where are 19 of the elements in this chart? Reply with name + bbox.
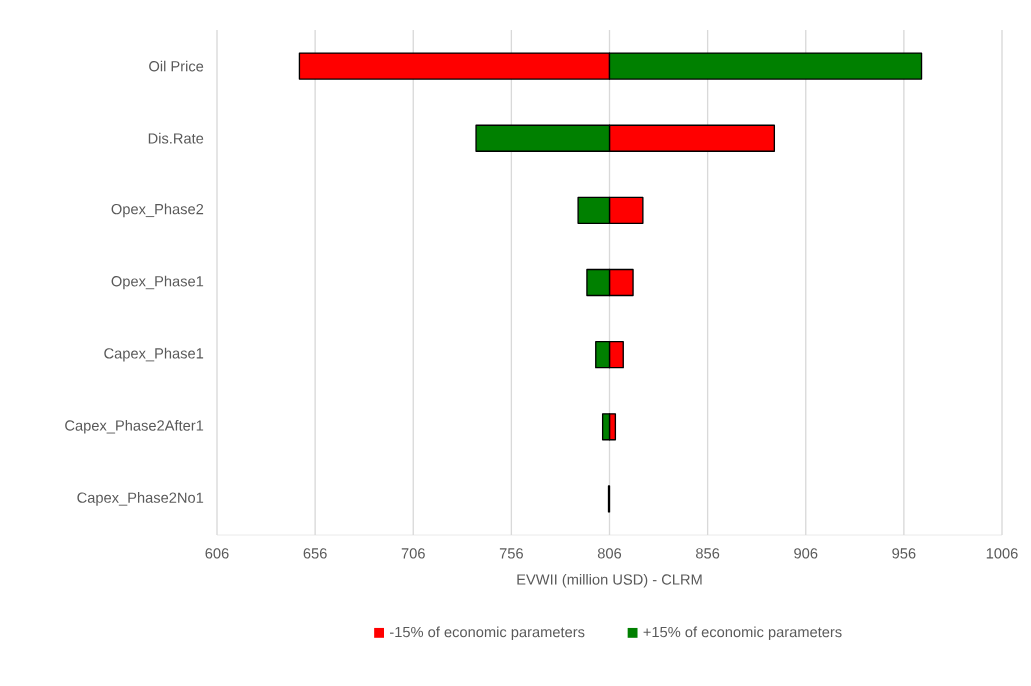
y-tick-label: Opex_Phase1 [111,275,204,290]
x-tick-label: 906 [794,548,818,559]
legend-label: +15% of economic parameters [643,626,842,641]
x-tick-label: 606 [205,548,229,559]
y-tick-label: Dis.Rate [148,132,204,144]
y-tick-label: Capex_Phase2After1 [65,419,204,434]
legend-label: -15% of economic parameters [390,626,585,641]
y-tick-label: Opex_Phase2 [111,203,204,218]
y-tick-label: Capex_Phase1 [104,347,204,362]
x-tick-label: 806 [597,548,622,559]
x-tick-label: 706 [401,548,425,559]
x-tick-label: 756 [499,548,523,559]
y-tick-label: Oil Price [149,60,204,72]
x-tick-label: 1006 [986,548,1018,559]
x-axis-title: EVWII (million USD) - CLRM [517,573,702,588]
x-tick-label: 856 [696,548,720,559]
y-tick-label: Capex_Phase2No1 [77,492,204,506]
x-tick-label: 956 [892,548,916,559]
x-tick-label: 656 [303,548,327,559]
